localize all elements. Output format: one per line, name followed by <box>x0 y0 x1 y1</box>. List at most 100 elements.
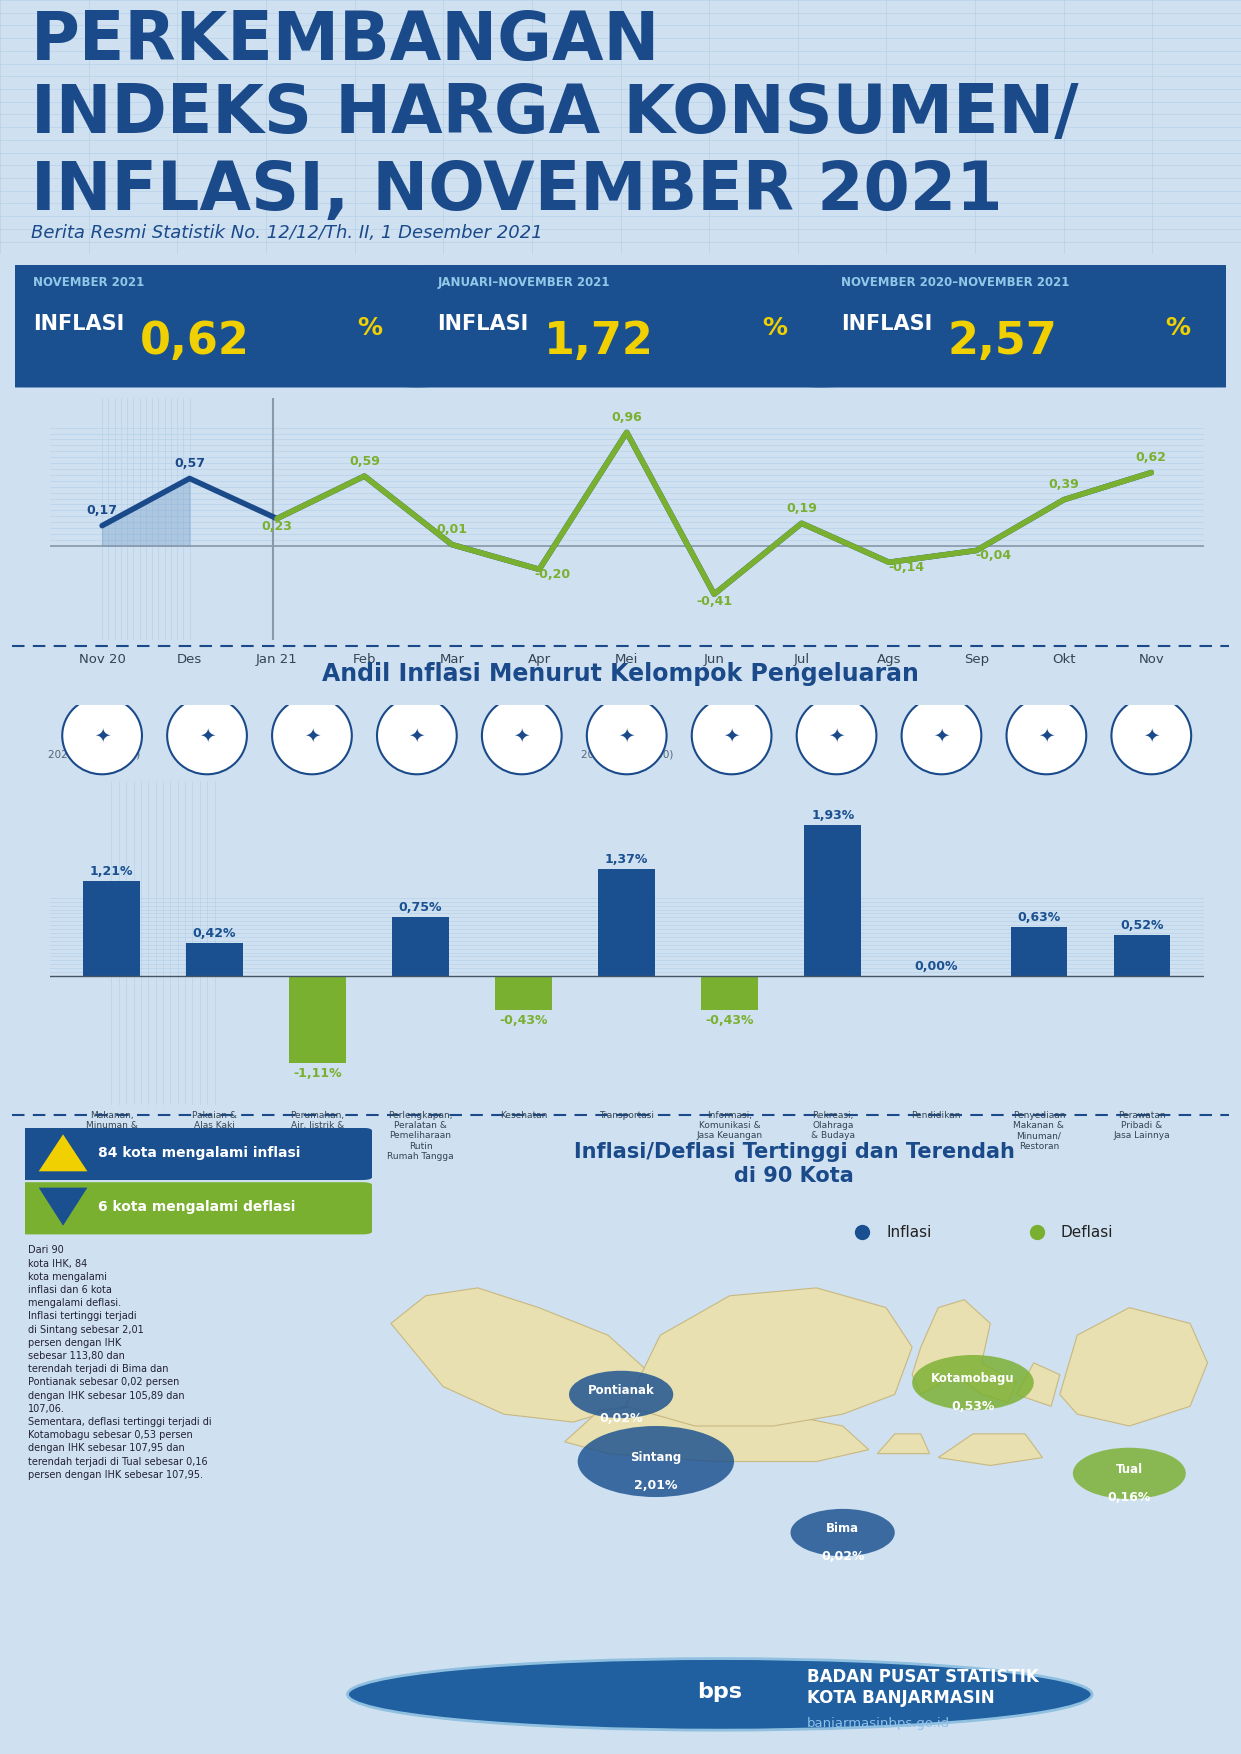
FancyBboxPatch shape <box>15 1128 372 1180</box>
Text: INFLASI: INFLASI <box>841 314 932 333</box>
Text: INFLASI, NOVEMBER 2021: INFLASI, NOVEMBER 2021 <box>31 158 1003 225</box>
Text: ✦: ✦ <box>828 726 845 745</box>
Text: %: % <box>762 316 787 340</box>
Text: ✦: ✦ <box>408 726 426 745</box>
FancyBboxPatch shape <box>797 265 1241 388</box>
Text: 0,75%: 0,75% <box>398 902 442 914</box>
Text: 1,93%: 1,93% <box>812 809 854 823</box>
Text: NOVEMBER 2020–NOVEMBER 2021: NOVEMBER 2020–NOVEMBER 2021 <box>841 275 1070 289</box>
Text: Deflasi: Deflasi <box>1061 1224 1113 1240</box>
Text: INFLASI: INFLASI <box>34 314 124 333</box>
Text: -0,14: -0,14 <box>889 561 925 574</box>
Text: 0,16%: 0,16% <box>1108 1491 1150 1503</box>
Text: ✦: ✦ <box>1143 726 1159 745</box>
Text: 0,39: 0,39 <box>1049 479 1080 491</box>
Circle shape <box>1006 696 1086 774</box>
Circle shape <box>1112 696 1191 774</box>
Text: ✦: ✦ <box>618 726 635 745</box>
Text: PERKEMBANGAN: PERKEMBANGAN <box>31 7 660 74</box>
Polygon shape <box>38 1187 87 1226</box>
Text: 0,63%: 0,63% <box>1018 910 1061 924</box>
Text: Inflasi/Deflasi Tertinggi dan Terendah
di 90 Kota: Inflasi/Deflasi Tertinggi dan Terendah d… <box>573 1142 1015 1186</box>
Text: 0,62: 0,62 <box>1136 451 1167 465</box>
Text: 0,01: 0,01 <box>437 523 468 537</box>
Circle shape <box>587 696 666 774</box>
Text: 0,57: 0,57 <box>174 458 205 470</box>
Text: 6 kota mengalami deflasi: 6 kota mengalami deflasi <box>98 1200 295 1214</box>
FancyBboxPatch shape <box>0 265 442 388</box>
Text: 1,37%: 1,37% <box>606 852 648 866</box>
Text: 0,02%: 0,02% <box>599 1412 643 1424</box>
Text: ✦: ✦ <box>514 726 530 745</box>
Text: 2,57: 2,57 <box>948 319 1057 363</box>
Text: Berita Resmi Statistik No. 12/12/Th. II, 1 Desember 2021: Berita Resmi Statistik No. 12/12/Th. II,… <box>31 223 542 242</box>
Bar <box>392 917 449 975</box>
Circle shape <box>377 696 457 774</box>
FancyBboxPatch shape <box>393 265 846 388</box>
Bar <box>495 975 552 1010</box>
Text: %: % <box>357 316 382 340</box>
Circle shape <box>347 1659 1092 1729</box>
Text: 1,72: 1,72 <box>545 319 654 363</box>
Polygon shape <box>912 1300 1016 1403</box>
Polygon shape <box>938 1435 1042 1466</box>
Text: 0,19: 0,19 <box>786 502 817 516</box>
Polygon shape <box>625 1287 912 1426</box>
Polygon shape <box>1060 1308 1207 1426</box>
Bar <box>1010 926 1067 975</box>
Text: 0,17: 0,17 <box>87 505 118 517</box>
Text: ✦: ✦ <box>304 726 320 745</box>
Text: -0,41: -0,41 <box>696 595 732 609</box>
Text: 2021 (2018=100): 2021 (2018=100) <box>581 749 673 759</box>
Text: Sintang: Sintang <box>630 1451 681 1465</box>
Text: ✦: ✦ <box>199 726 215 745</box>
Text: Pontianak: Pontianak <box>588 1384 654 1396</box>
Text: ✦: ✦ <box>94 726 110 745</box>
Circle shape <box>168 696 247 774</box>
Bar <box>804 824 861 975</box>
Text: 2020 (2018=100): 2020 (2018=100) <box>48 749 140 759</box>
Bar <box>83 882 140 975</box>
Text: 0,59: 0,59 <box>349 454 380 468</box>
Circle shape <box>912 1354 1034 1410</box>
Text: -0,20: -0,20 <box>535 568 571 581</box>
Text: 0,02%: 0,02% <box>820 1551 865 1563</box>
Polygon shape <box>1016 1363 1060 1407</box>
Text: INFLASI: INFLASI <box>438 314 529 333</box>
Point <box>1028 1217 1047 1245</box>
Polygon shape <box>877 1435 930 1454</box>
Bar <box>1113 935 1170 975</box>
Text: Bima: Bima <box>827 1522 859 1535</box>
Text: 84 kota mengalami inflasi: 84 kota mengalami inflasi <box>98 1145 300 1159</box>
Polygon shape <box>565 1403 869 1461</box>
Circle shape <box>578 1426 735 1496</box>
Text: 1,21%: 1,21% <box>89 865 133 879</box>
Text: BADAN PUSAT STATISTIK
KOTA BANJARMASIN: BADAN PUSAT STATISTIK KOTA BANJARMASIN <box>807 1668 1039 1707</box>
Text: -0,43%: -0,43% <box>499 1014 549 1028</box>
Text: ✦: ✦ <box>724 726 740 745</box>
Text: NOVEMBER 2021: NOVEMBER 2021 <box>34 275 144 289</box>
Text: bps: bps <box>697 1682 742 1701</box>
Circle shape <box>791 1508 895 1556</box>
Text: 0,23: 0,23 <box>262 519 293 533</box>
Text: INDEKS HARGA KONSUMEN/: INDEKS HARGA KONSUMEN/ <box>31 81 1078 147</box>
Text: 2,01%: 2,01% <box>634 1479 678 1491</box>
Text: %: % <box>1165 316 1190 340</box>
Point <box>853 1217 872 1245</box>
Polygon shape <box>38 1135 87 1172</box>
Text: -0,04: -0,04 <box>975 549 1011 563</box>
Text: 0,52%: 0,52% <box>1121 919 1164 931</box>
Text: Kotamobagu: Kotamobagu <box>931 1372 1015 1386</box>
Circle shape <box>1072 1447 1185 1500</box>
Text: 0,00%: 0,00% <box>915 959 958 973</box>
Circle shape <box>568 1372 673 1417</box>
Text: ✦: ✦ <box>1039 726 1055 745</box>
Circle shape <box>482 696 562 774</box>
Bar <box>701 975 758 1010</box>
Text: 0,42%: 0,42% <box>192 928 236 940</box>
Polygon shape <box>391 1287 652 1422</box>
Text: 0,96: 0,96 <box>612 410 642 424</box>
Text: Andil Inflasi Menurut Kelompok Pengeluaran: Andil Inflasi Menurut Kelompok Pengeluar… <box>323 661 918 686</box>
Bar <box>289 975 346 1063</box>
Circle shape <box>62 696 141 774</box>
